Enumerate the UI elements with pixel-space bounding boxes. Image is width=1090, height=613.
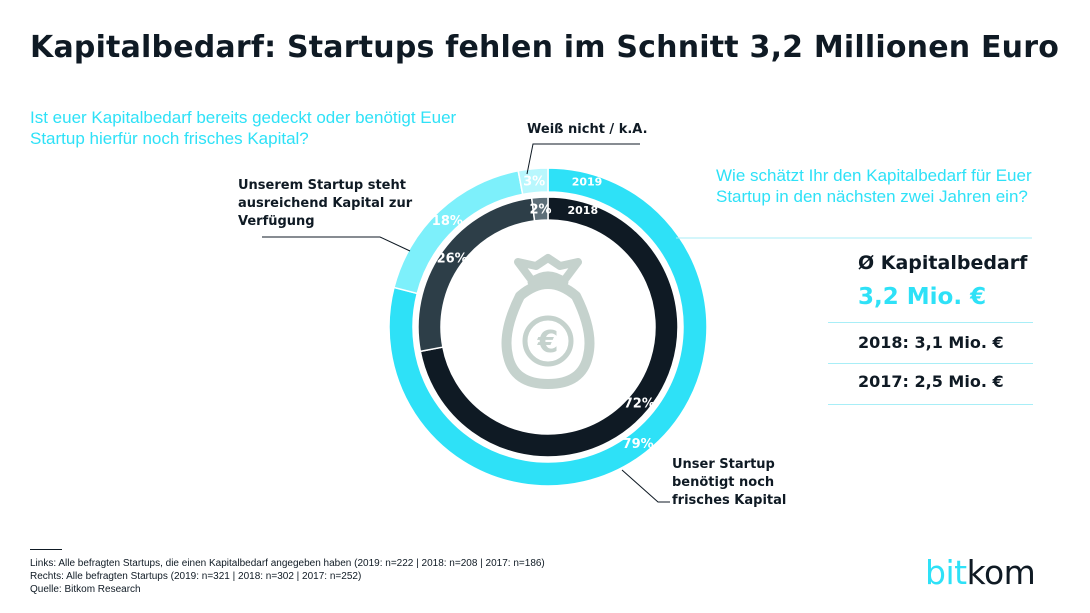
kpi-row-2017: 2017: 2,5 Mio. €	[858, 372, 1004, 391]
slice-2018-dunno	[530, 196, 549, 222]
leader-line-dunno	[526, 143, 640, 175]
bitkom-logo: bitkom	[925, 553, 1036, 592]
footnote-divider	[30, 549, 62, 550]
ring-year-label-2018: 2018	[568, 204, 599, 217]
ring-year-label-2019: 2019	[572, 176, 603, 189]
data-label-2019-enough: 18%	[432, 214, 463, 229]
label-dunno: Weiß nicht / k.A.	[527, 122, 648, 137]
chart-title: Kapitalbedarf: Startups fehlen im Schnit…	[30, 30, 1060, 65]
euro-symbol: €	[537, 325, 559, 360]
data-label-2018-dunno: 2%	[530, 203, 552, 218]
slice-2018-need	[419, 196, 679, 458]
leader-line-enough	[262, 236, 411, 252]
money-bag-body	[501, 279, 595, 389]
footnote-right: Rechts: Alle befragten Startups (2019: n…	[30, 571, 362, 582]
data-label-2018-enough: 26%	[437, 251, 468, 266]
donut-rings	[388, 167, 708, 487]
money-bag-ears	[514, 254, 582, 282]
slice-2019-need	[388, 167, 708, 487]
kpi-title: Ø Kapitalbedarf	[858, 252, 1028, 274]
kpi-value: 3,2 Mio. €	[858, 284, 987, 310]
data-label-2018-need: 72%	[624, 397, 655, 412]
label-need: Unser Startup benötigt noch frisches Kap…	[672, 457, 787, 508]
euro-coin	[522, 315, 574, 367]
question-left: Ist euer Kapitalbedarf bereits gedeckt o…	[30, 108, 457, 148]
data-label-2019-need: 79%	[623, 437, 654, 452]
data-label-2019-dunno: 3%	[523, 175, 545, 190]
kpi-divider	[828, 363, 1033, 364]
slice-labels: 79% 18% 3% 2019 72% 26% 2% 2018	[432, 175, 655, 453]
footnote-source: Quelle: Bitkom Research	[30, 584, 141, 595]
footnote-left: Links: Alle befragten Startups, die eine…	[30, 558, 545, 569]
leader-lines	[262, 143, 1032, 503]
question-right: Wie schätzt Ihr den Kapitalbedarf für Eu…	[716, 166, 1032, 206]
kpi-divider	[828, 322, 1033, 323]
money-bag-euro-icon: €	[501, 254, 595, 389]
kpi-divider	[828, 404, 1033, 405]
kpi-row-2018: 2018: 3,1 Mio. €	[858, 333, 1004, 352]
money-bag-neck	[527, 271, 569, 287]
leader-line-need	[621, 469, 670, 503]
label-enough: Unserem Startup steht ausreichend Kapita…	[238, 178, 413, 229]
